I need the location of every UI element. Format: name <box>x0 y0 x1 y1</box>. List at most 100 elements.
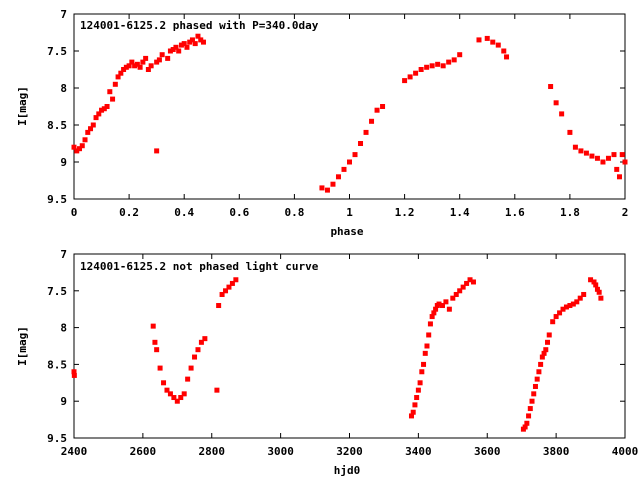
data-point <box>93 115 99 121</box>
data-point <box>581 291 587 297</box>
data-point <box>173 44 179 50</box>
data-point <box>134 61 140 67</box>
data-point <box>433 306 439 312</box>
data-point <box>176 48 182 54</box>
data-point <box>110 96 116 102</box>
x-tick-label: 4000 <box>612 445 639 458</box>
data-point <box>129 59 135 65</box>
data-point <box>563 304 569 310</box>
data-point <box>526 413 532 419</box>
data-point <box>577 295 583 301</box>
data-point <box>421 361 427 367</box>
data-point <box>188 365 194 371</box>
data-point <box>490 39 496 45</box>
data-point <box>611 152 617 158</box>
data-point <box>422 350 428 356</box>
data-point <box>126 63 132 69</box>
x-axis-label: hjd0 <box>334 464 361 477</box>
data-point <box>504 54 510 60</box>
y-tick-label: 8.5 <box>47 119 67 132</box>
data-point <box>192 354 198 360</box>
y-tick-label: 9.5 <box>47 193 67 206</box>
data-point <box>567 303 573 309</box>
y-tick-label: 8 <box>60 322 67 335</box>
data-point <box>123 64 129 70</box>
data-point <box>622 159 628 165</box>
x-tick-label: 1.6 <box>505 206 525 219</box>
data-point <box>161 380 167 386</box>
data-point <box>174 398 180 404</box>
data-point <box>431 310 437 316</box>
data-point <box>484 35 490 41</box>
data-point <box>501 48 507 54</box>
x-axis-label: phase <box>330 225 363 238</box>
data-point <box>545 339 551 345</box>
data-point <box>527 406 533 412</box>
data-point <box>140 59 146 65</box>
x-tick-label: 0 <box>71 206 78 219</box>
chart-phased-light-curve: 124001-6125.2 phased with P=340.0day pha… <box>16 8 628 238</box>
data-point <box>539 354 545 360</box>
data-point <box>418 67 424 72</box>
data-point <box>553 100 559 106</box>
data-point <box>429 314 435 320</box>
data-point <box>118 70 124 76</box>
data-point <box>553 314 559 320</box>
y-axis-label: I[mag] <box>16 326 29 366</box>
y-tick-label: 7.5 <box>47 285 67 298</box>
data-point <box>148 63 154 69</box>
data-point <box>154 59 160 65</box>
y-tick-label: 9 <box>60 395 67 408</box>
data-point <box>156 57 162 63</box>
data-point <box>319 185 325 191</box>
y-tick-label: 7.5 <box>47 45 67 58</box>
data-point <box>152 339 158 345</box>
data-point <box>460 284 466 290</box>
data-point <box>417 380 423 386</box>
data-point <box>189 37 195 43</box>
data-point <box>424 343 430 349</box>
chart-title: 124001-6125.2 phased with P=340.0day <box>80 19 319 32</box>
data-point <box>594 286 600 292</box>
x-tick-label: 3400 <box>405 445 432 458</box>
x-tick-label: 1.2 <box>395 206 415 219</box>
data-point <box>171 395 177 401</box>
data-point <box>414 395 420 401</box>
data-point <box>347 159 352 165</box>
data-point <box>450 295 456 301</box>
data-point <box>380 104 386 109</box>
data-point <box>598 295 604 301</box>
data-point <box>594 155 600 161</box>
data-point <box>532 383 538 389</box>
data-point <box>74 148 80 154</box>
data-point <box>591 279 597 285</box>
data-point <box>600 159 606 165</box>
data-point <box>181 41 187 47</box>
data-point <box>324 187 330 193</box>
data-point <box>429 63 435 69</box>
data-point <box>583 150 589 156</box>
y-tick-label: 7 <box>60 8 67 21</box>
data-point <box>572 144 578 150</box>
data-point <box>85 129 91 135</box>
data-point <box>96 111 102 117</box>
data-point <box>137 64 143 70</box>
data-point <box>443 299 449 305</box>
data-point <box>446 306 452 312</box>
data-point <box>531 391 537 397</box>
data-point <box>132 63 138 69</box>
data-point <box>157 365 163 371</box>
data-point <box>616 174 622 180</box>
data-point <box>436 301 442 307</box>
y-tick-label: 7 <box>60 248 67 261</box>
data-point <box>522 424 528 430</box>
data-point <box>143 55 149 61</box>
data-point <box>71 144 77 150</box>
data-point <box>198 37 204 43</box>
data-point <box>470 279 476 285</box>
data-point <box>341 166 347 172</box>
x-tick-label: 3800 <box>543 445 570 458</box>
data-point <box>352 152 358 158</box>
data-point <box>557 310 563 316</box>
